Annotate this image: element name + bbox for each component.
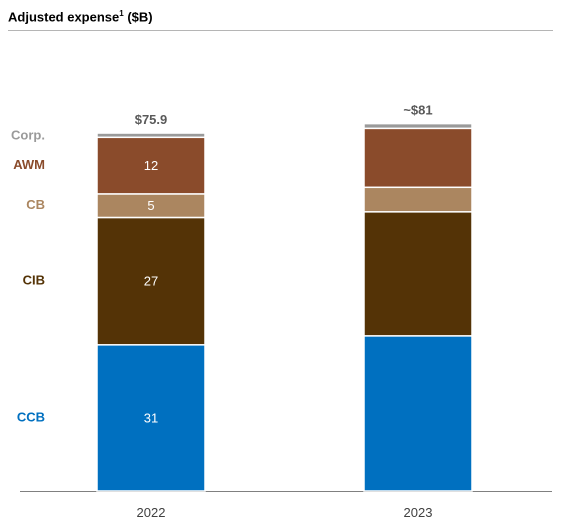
legend-label-awm: AWM bbox=[13, 157, 45, 172]
chart-title-text: Adjusted expense bbox=[8, 9, 120, 25]
bar-segment-corp-2023 bbox=[363, 122, 473, 130]
bar-segment-ccb-2022 bbox=[96, 344, 206, 492]
bar-segment-cib-2023 bbox=[363, 211, 473, 337]
data-label-cb-2022: 5 bbox=[147, 198, 154, 213]
bar-segment-awm-2023 bbox=[363, 127, 473, 189]
data-label-awm-2022: 12 bbox=[144, 158, 158, 173]
chart-title-unit: ($B) bbox=[127, 9, 153, 25]
data-label-cib-2022: 27 bbox=[144, 274, 158, 289]
bar-segment-ccb-2023 bbox=[363, 335, 473, 492]
bar-segment-corp-2022 bbox=[96, 132, 206, 139]
legend-label-corp: Corp. bbox=[11, 127, 45, 142]
total-label-2022: $75.9 bbox=[135, 112, 168, 127]
total-label-2023: ~$81 bbox=[403, 103, 432, 118]
legend-label-ccb: CCB bbox=[17, 409, 45, 424]
chart-title: Adjusted expense1 ($B) bbox=[8, 9, 153, 24]
legend-label-cib: CIB bbox=[23, 273, 45, 288]
chart-title-footnote: 1 bbox=[119, 9, 124, 18]
title-divider bbox=[8, 30, 553, 31]
x-tick-label-2022: 2022 bbox=[137, 505, 166, 520]
data-label-ccb-2022: 31 bbox=[144, 410, 158, 425]
bar-segment-cb-2023 bbox=[363, 186, 473, 213]
legend-label-cb: CB bbox=[26, 197, 45, 212]
x-tick-label-2023: 2023 bbox=[404, 505, 433, 520]
bar-segment-cib-2022 bbox=[96, 216, 206, 346]
bar-segment-awm-2022 bbox=[96, 136, 206, 195]
